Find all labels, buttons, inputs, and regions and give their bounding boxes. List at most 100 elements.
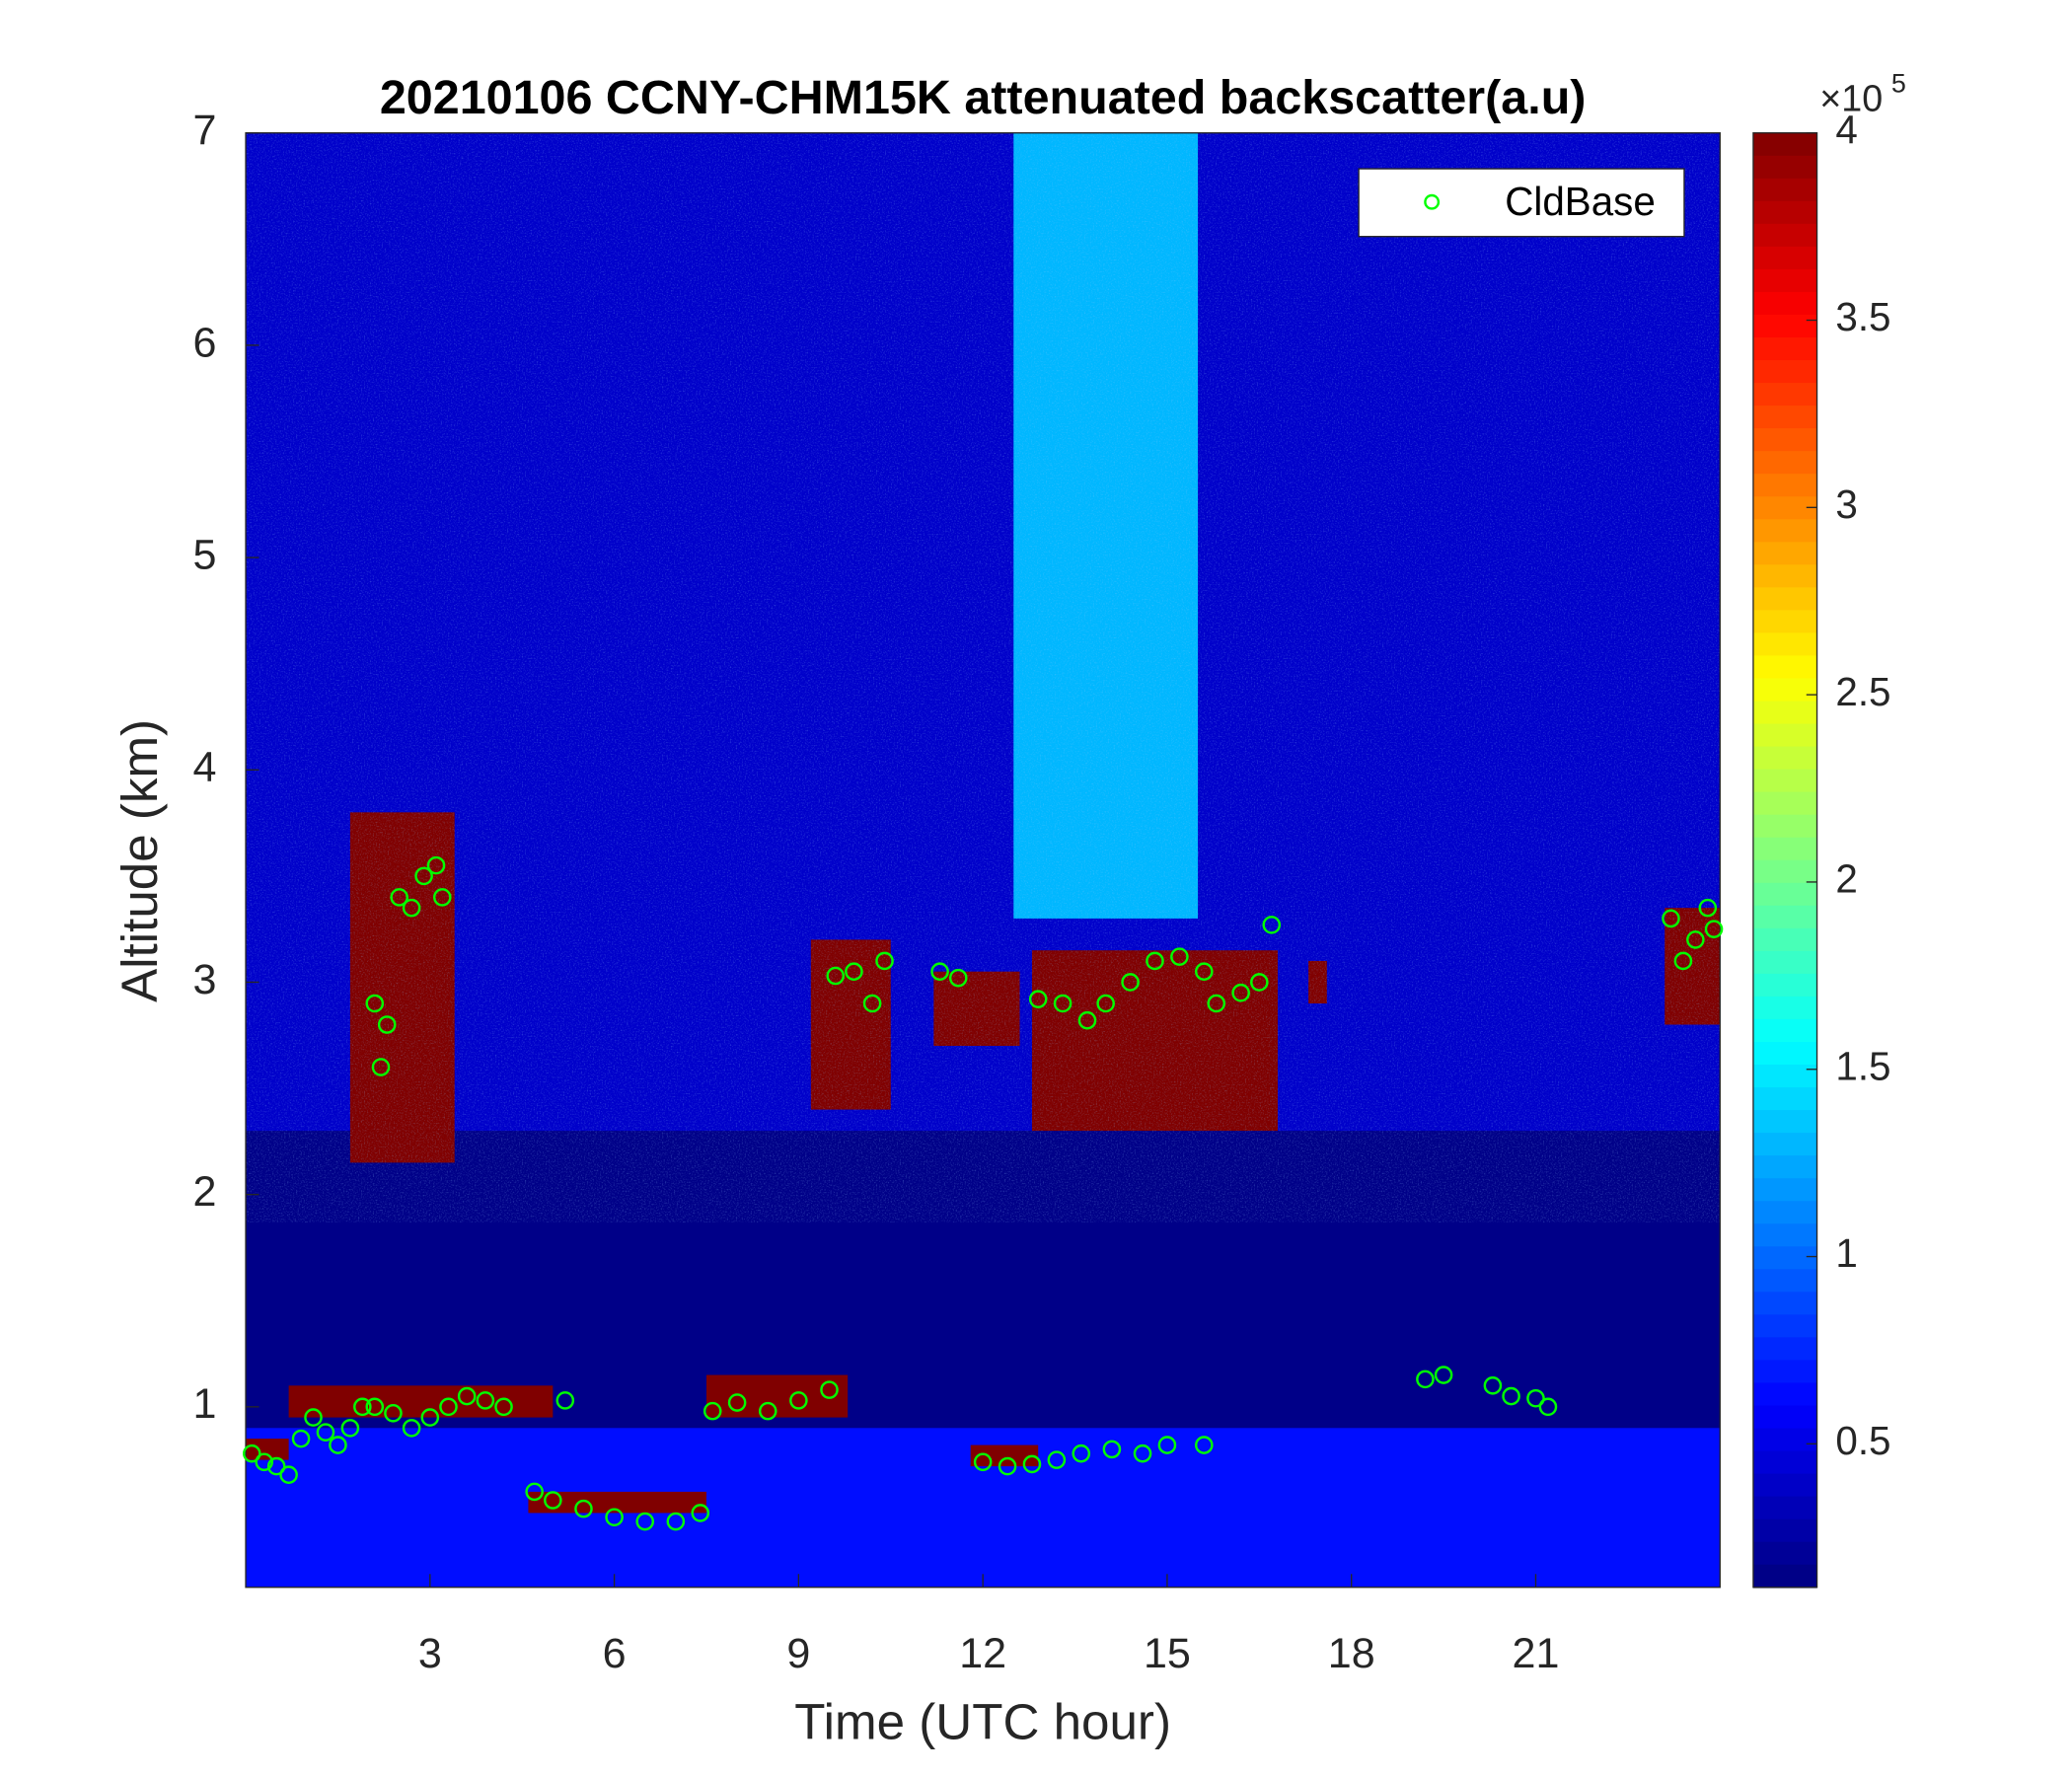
colorbar-step bbox=[1752, 587, 1817, 612]
colorbar-step bbox=[1752, 1018, 1817, 1043]
cloud-base-point bbox=[242, 1443, 261, 1463]
colorbar-step bbox=[1752, 406, 1817, 429]
cloud-base-point bbox=[420, 1408, 440, 1427]
x-tick-label: 3 bbox=[418, 1630, 442, 1677]
cloud-base-point bbox=[845, 962, 863, 981]
colorbar-step bbox=[1752, 1201, 1817, 1225]
colorbar-step bbox=[1752, 1518, 1817, 1543]
colorbar-step bbox=[1752, 1246, 1817, 1271]
colorbar-frame bbox=[1752, 132, 1818, 1589]
cloud-base-point bbox=[402, 898, 421, 918]
cloud-base-point bbox=[1077, 1010, 1097, 1030]
colorbar-step bbox=[1752, 859, 1817, 884]
cloud-base-point bbox=[316, 1423, 335, 1442]
cloud-base-point bbox=[291, 1429, 311, 1448]
cloud-base-point bbox=[998, 1456, 1017, 1476]
cloud-base-point bbox=[1195, 1436, 1214, 1454]
cloud-base-point bbox=[1673, 951, 1693, 971]
cloud-base-point bbox=[666, 1512, 686, 1531]
cloud-base-point bbox=[304, 1408, 323, 1427]
cloud-base-point bbox=[402, 1419, 421, 1438]
colorbar-step bbox=[1752, 905, 1817, 929]
cloud-base-point bbox=[930, 962, 949, 981]
colorbar-step bbox=[1752, 1496, 1817, 1520]
x-tick-label: 12 bbox=[959, 1630, 1006, 1677]
heatmap-region bbox=[528, 1491, 706, 1514]
cloud-base-point bbox=[1207, 994, 1226, 1013]
cloud-base-point bbox=[691, 1504, 710, 1522]
cloud-base-point bbox=[353, 1397, 372, 1417]
colorbar-step bbox=[1752, 268, 1817, 293]
y-tick-label: 6 bbox=[192, 319, 216, 366]
cloud-base-point bbox=[365, 1397, 385, 1417]
x-tick-label: 18 bbox=[1328, 1630, 1375, 1677]
x-tick-label: 15 bbox=[1144, 1630, 1191, 1677]
heatmap-region bbox=[246, 1439, 289, 1460]
heatmap-region bbox=[288, 1385, 554, 1418]
colorbar-step bbox=[1752, 927, 1817, 952]
colorbar-step bbox=[1752, 155, 1817, 180]
legend-marker bbox=[1424, 193, 1441, 210]
legend-label: CldBase bbox=[1505, 179, 1656, 224]
cloud-base-point bbox=[340, 1419, 360, 1438]
cloud-base-point bbox=[377, 1015, 397, 1034]
y-tick-label: 4 bbox=[192, 744, 216, 791]
cloud-base-point bbox=[875, 951, 894, 971]
colorbar-step bbox=[1752, 769, 1817, 793]
colorbar-step bbox=[1752, 1269, 1817, 1294]
colorbar-step bbox=[1752, 1133, 1817, 1156]
colorbar-step bbox=[1752, 655, 1817, 680]
x-tick-label: 9 bbox=[786, 1630, 810, 1677]
colorbar-step bbox=[1752, 291, 1817, 316]
colorbar-step bbox=[1752, 1314, 1817, 1339]
y-tick-label: 5 bbox=[192, 531, 216, 578]
colorbar-tick-label: 1 bbox=[1835, 1230, 1857, 1276]
colorbar-step bbox=[1752, 1155, 1817, 1179]
colorbar-step bbox=[1752, 564, 1817, 589]
colorbar-step bbox=[1752, 996, 1817, 1020]
colorbar-step bbox=[1752, 1110, 1817, 1134]
colorbar-step bbox=[1752, 973, 1817, 998]
colorbar-tick-label: 4 bbox=[1835, 107, 1857, 152]
colorbar-step bbox=[1752, 383, 1817, 407]
colorbar-step bbox=[1752, 610, 1817, 634]
cloud-base-point bbox=[1231, 983, 1250, 1002]
noise bbox=[246, 132, 1721, 1222]
colorbar-step bbox=[1752, 632, 1817, 657]
colorbar-step bbox=[1752, 678, 1817, 703]
cloud-base-point bbox=[390, 888, 408, 907]
legend-box bbox=[1358, 168, 1685, 238]
colorbar-step bbox=[1752, 1292, 1817, 1316]
colorbar-step bbox=[1752, 451, 1817, 475]
colorbar-step bbox=[1752, 178, 1817, 202]
cloud-base-point bbox=[1686, 930, 1705, 949]
cloud-base-point bbox=[371, 1058, 391, 1076]
cloud-base-point bbox=[384, 1404, 403, 1423]
colorbar-step bbox=[1752, 1041, 1817, 1066]
colorbar-step bbox=[1752, 746, 1817, 771]
cloud-base-point bbox=[426, 855, 446, 875]
cloud-base-point bbox=[1262, 916, 1282, 934]
colorbar-exponent-power: 5 bbox=[1891, 68, 1906, 98]
cloud-base-point bbox=[1502, 1386, 1520, 1406]
colorbar-step bbox=[1752, 1337, 1817, 1362]
colorbar-step bbox=[1752, 246, 1817, 270]
colorbar-step bbox=[1752, 791, 1817, 816]
x-tick-label: 21 bbox=[1513, 1630, 1560, 1677]
cloud-base-point bbox=[605, 1508, 624, 1527]
cloud-base-point bbox=[727, 1393, 747, 1412]
colorbar-tick-label: 3 bbox=[1835, 481, 1857, 527]
cloud-base-point bbox=[1102, 1440, 1122, 1459]
cloud-base-point bbox=[973, 1452, 993, 1472]
cloud-base-point bbox=[789, 1391, 808, 1410]
cloud-base-point bbox=[544, 1491, 562, 1510]
colorbar-step bbox=[1752, 223, 1817, 248]
colorbar-step bbox=[1752, 1087, 1817, 1111]
noise-texture bbox=[246, 132, 1721, 1222]
cloud-base-point bbox=[862, 994, 882, 1013]
colorbar-step bbox=[1752, 496, 1817, 521]
colorbar-step bbox=[1752, 1178, 1817, 1203]
colorbar-step bbox=[1752, 519, 1817, 544]
y-axis-label: Altitude (km) bbox=[111, 719, 168, 1002]
